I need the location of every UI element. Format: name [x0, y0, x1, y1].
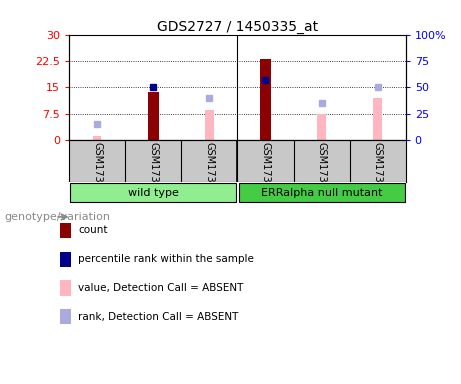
- FancyBboxPatch shape: [70, 184, 236, 202]
- Bar: [317, 114, 326, 140]
- FancyBboxPatch shape: [60, 223, 71, 238]
- Text: value, Detection Call = ABSENT: value, Detection Call = ABSENT: [78, 283, 244, 293]
- Text: GSM173006: GSM173006: [148, 142, 158, 201]
- Bar: [93, 136, 101, 140]
- Text: rank, Detection Call = ABSENT: rank, Detection Call = ABSENT: [78, 312, 239, 322]
- Text: GSM173005: GSM173005: [92, 142, 102, 201]
- FancyBboxPatch shape: [60, 252, 71, 267]
- Bar: [205, 110, 213, 140]
- Text: GSM173010: GSM173010: [372, 142, 383, 201]
- Text: genotype/variation: genotype/variation: [5, 212, 111, 222]
- Text: ERRalpha null mutant: ERRalpha null mutant: [261, 187, 382, 197]
- Text: GSM173009: GSM173009: [317, 142, 326, 201]
- Bar: [260, 59, 271, 140]
- FancyBboxPatch shape: [60, 280, 71, 296]
- Text: GSM173007: GSM173007: [204, 142, 214, 201]
- Bar: [148, 92, 159, 140]
- Text: GSM173008: GSM173008: [260, 142, 271, 201]
- FancyBboxPatch shape: [238, 184, 405, 202]
- Title: GDS2727 / 1450335_at: GDS2727 / 1450335_at: [157, 20, 318, 33]
- FancyBboxPatch shape: [60, 309, 71, 324]
- Text: percentile rank within the sample: percentile rank within the sample: [78, 254, 254, 264]
- Text: count: count: [78, 225, 108, 235]
- Text: wild type: wild type: [128, 187, 179, 197]
- Bar: [373, 98, 382, 140]
